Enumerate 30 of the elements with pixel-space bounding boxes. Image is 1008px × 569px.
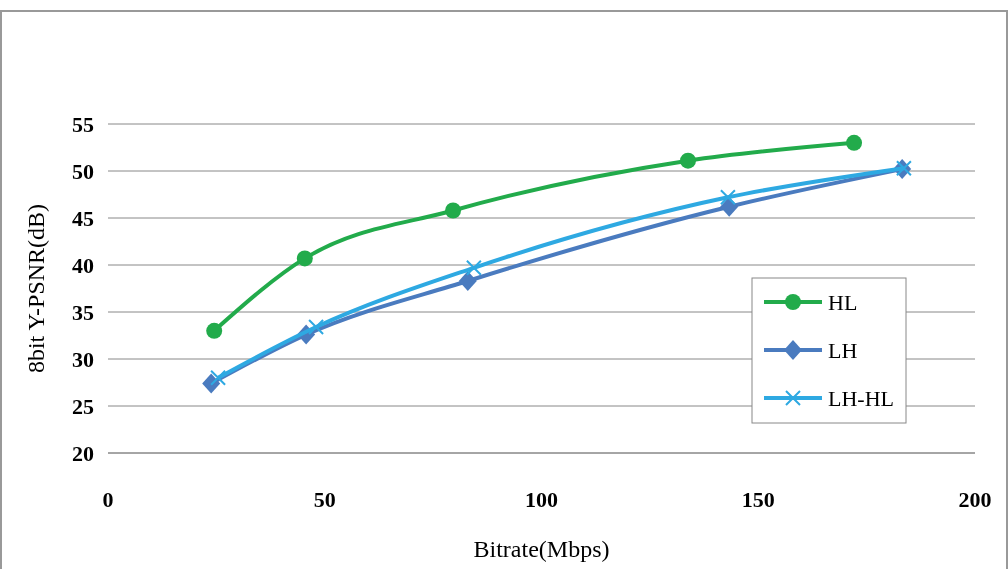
x-tick-label: 100 — [525, 487, 558, 512]
point — [210, 369, 227, 386]
y-axis-title: 8bit Y-PSNR(dB) — [23, 203, 49, 374]
y-tick-label: 25 — [72, 394, 94, 419]
point — [458, 270, 477, 291]
legend-label: LH — [828, 338, 858, 363]
y-tick-label: 55 — [72, 112, 94, 137]
legend-label: LH-HL — [828, 386, 894, 411]
y-tick-label: 20 — [72, 441, 94, 466]
y-tick-label: 50 — [72, 159, 94, 184]
point — [206, 322, 223, 339]
y-tick-label: 35 — [72, 300, 94, 325]
y-tick-label: 40 — [72, 253, 94, 278]
y-tick-label: 30 — [72, 347, 94, 372]
point — [202, 373, 221, 394]
point — [719, 189, 736, 206]
point — [680, 152, 697, 169]
point — [308, 319, 325, 336]
y-tick-label: 45 — [72, 206, 94, 231]
legend-label: HL — [828, 290, 858, 315]
x-tick-label: 200 — [958, 487, 992, 512]
point — [445, 202, 462, 219]
point — [296, 250, 313, 267]
x-tick-label: 50 — [313, 487, 336, 512]
point — [465, 259, 482, 276]
x-tick-label: 0 — [102, 487, 114, 512]
point — [846, 134, 863, 151]
point — [720, 196, 739, 217]
x-axis-title: Bitrate(Mbps) — [473, 536, 610, 562]
x-tick-label: 150 — [741, 487, 775, 512]
